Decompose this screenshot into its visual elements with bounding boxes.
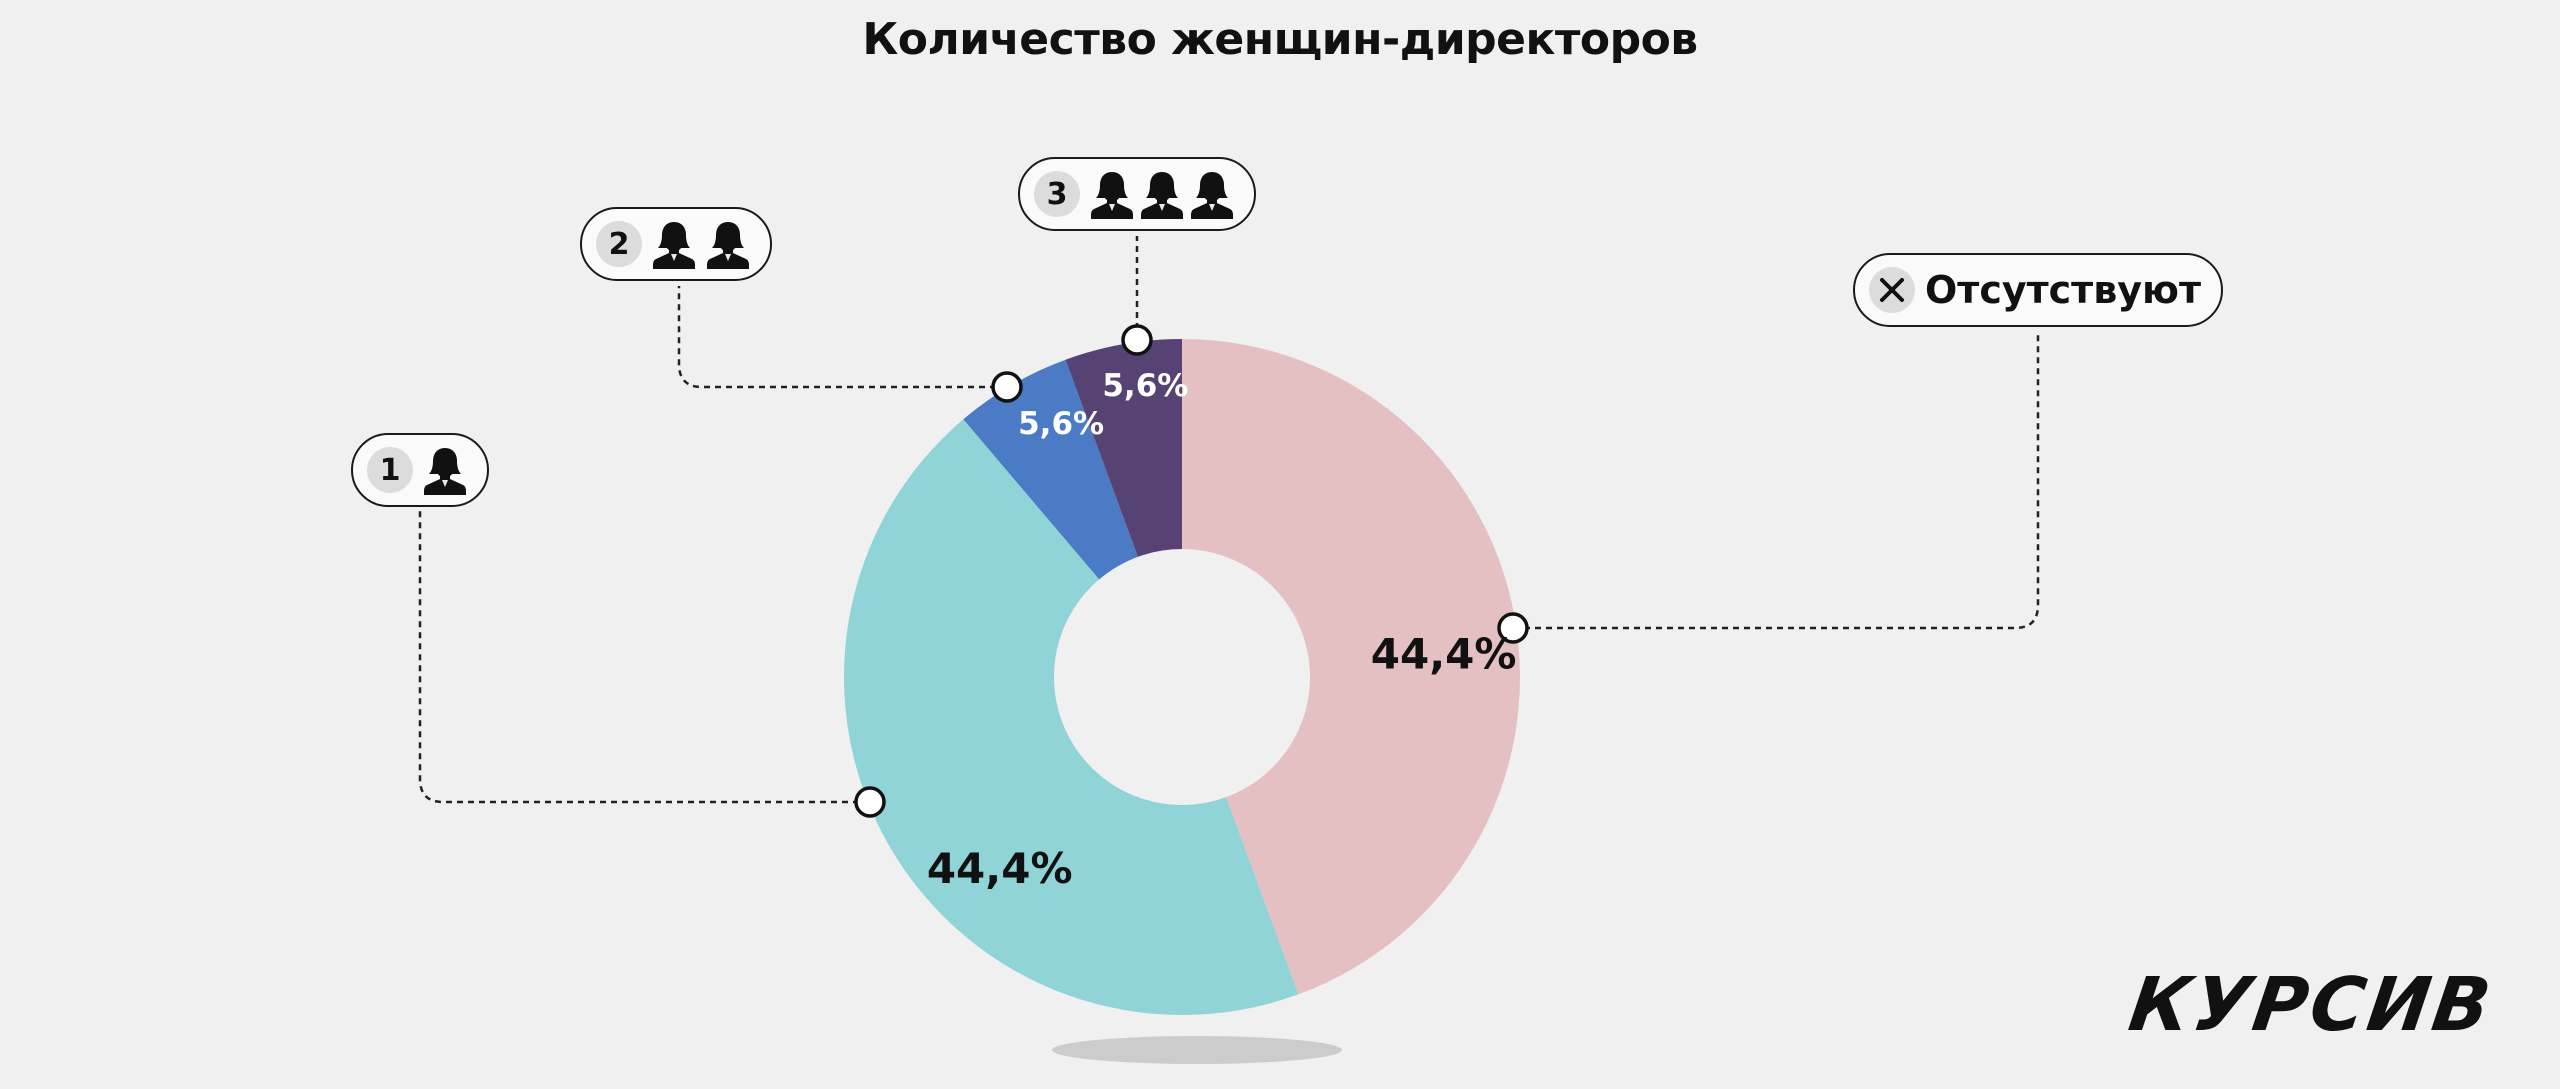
person-icon: [1090, 169, 1134, 219]
callout-absent: Отсутствуют: [1853, 253, 2223, 327]
person-icon: [423, 445, 467, 495]
connector-one: [418, 507, 870, 804]
person-icon: [1190, 169, 1234, 219]
slice-label-1: 44,4%: [927, 844, 1073, 893]
callout-three: 3: [1018, 157, 1256, 231]
callout-two-number: 2: [596, 221, 642, 267]
callout-three-number: 3: [1034, 171, 1080, 217]
slice-label-3: 5,6%: [1102, 368, 1188, 404]
chart-shadow: [1052, 1036, 1342, 1064]
slice-label-2: 5,6%: [1018, 406, 1104, 442]
callout-one-number: 1: [367, 447, 413, 493]
marker-three: [1121, 324, 1153, 356]
callout-one: 1: [351, 433, 489, 507]
person-icon: [1140, 169, 1184, 219]
connector-two: [677, 286, 1007, 389]
marker-one: [854, 786, 886, 818]
marker-absent: [1497, 612, 1529, 644]
callout-two: 2: [580, 207, 772, 281]
slice-3: [1065, 339, 1182, 557]
slice-label-0: 44,4%: [1371, 630, 1517, 679]
callout-one-icons: [423, 445, 467, 495]
brand-logo: КУРСИВ: [2123, 962, 2499, 1048]
slice-2: [963, 359, 1138, 580]
person-icon: [652, 219, 696, 269]
callout-two-icons: [652, 219, 750, 269]
chart-title: Количество женщин-директоров: [862, 14, 1698, 65]
connector-absent: [1513, 334, 2040, 630]
callout-three-icons: [1090, 169, 1234, 219]
callout-absent-label: Отсутствуют: [1925, 268, 2201, 312]
slice-1: [844, 419, 1299, 1015]
person-icon: [706, 219, 750, 269]
slice-0: [1182, 339, 1521, 995]
marker-two: [991, 371, 1023, 403]
close-icon: [1869, 267, 1915, 313]
